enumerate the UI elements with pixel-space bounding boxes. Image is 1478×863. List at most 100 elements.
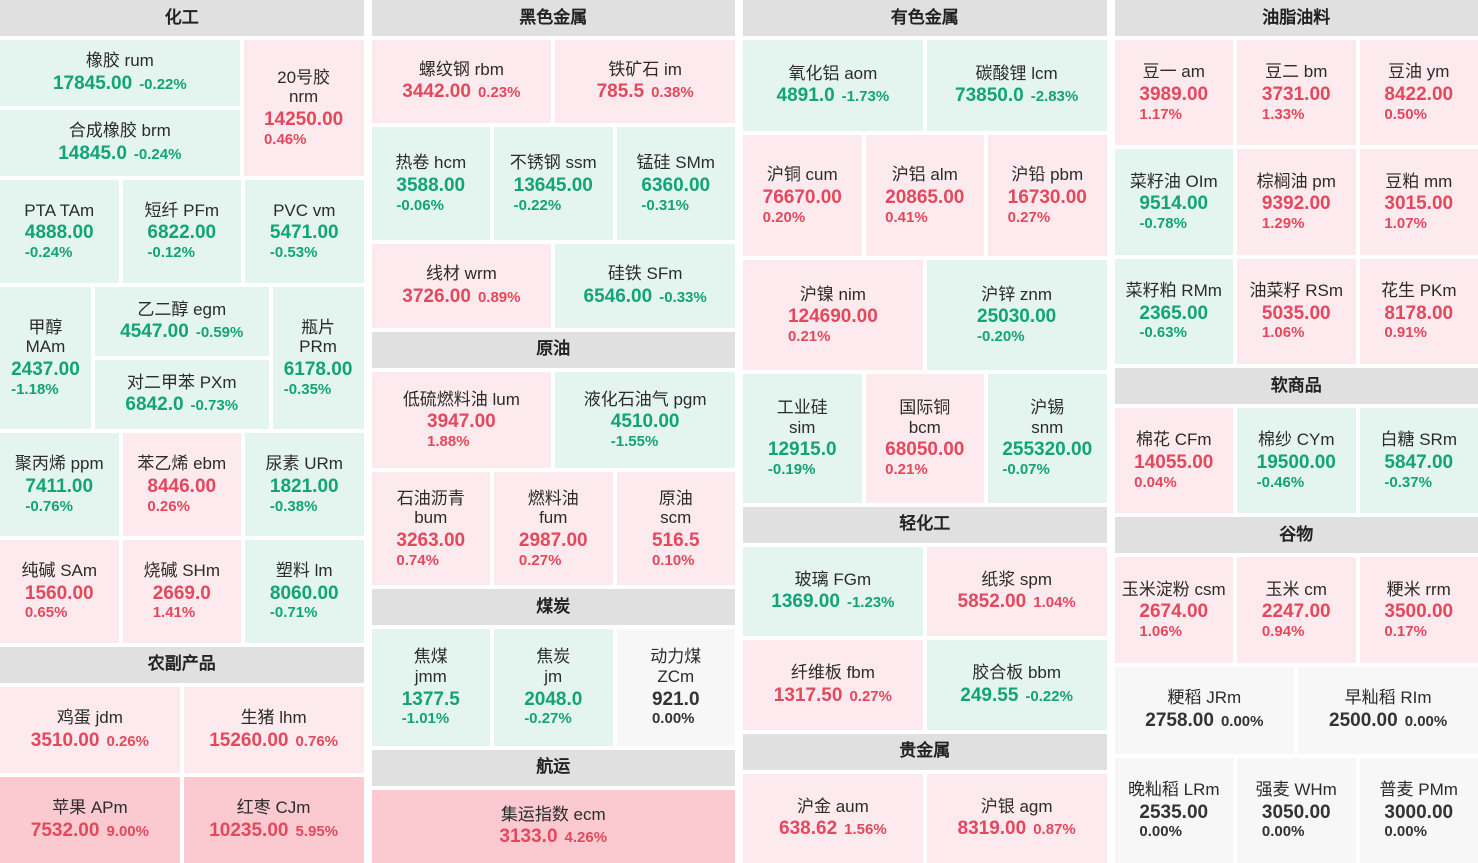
commodity-price: 19500.00 <box>1256 451 1336 473</box>
commodity-tile[interactable]: 豆粕 mm 3015.00 1.07% <box>1359 149 1478 255</box>
commodity-tile[interactable]: 石油沥青 bum 3263.00 0.74% <box>371 472 490 586</box>
commodity-price: 2669.0 <box>152 582 211 604</box>
commodity-tile[interactable]: 沪铝 alm 20865.00 0.41% <box>865 134 984 257</box>
commodity-tile[interactable]: 乙二醇 egm 4547.00 -0.59% <box>94 286 269 356</box>
commodity-change-pct: -0.07% <box>1002 461 1050 479</box>
commodity-tile[interactable]: 苹果 APm 7532.00 9.00% <box>0 776 180 863</box>
commodity-tile[interactable]: 原油 scm 516.5 0.10% <box>616 472 735 586</box>
commodity-tile[interactable]: 普麦 PMm 3000.00 0.00% <box>1359 757 1478 863</box>
commodity-tile[interactable]: 玉米 cm 2247.00 0.94% <box>1237 557 1356 663</box>
section-header: 油脂油料 <box>1114 0 1478 36</box>
commodity-values: 4547.00 -0.59% <box>120 321 243 343</box>
commodity-tile[interactable]: 沪铜 cum 76670.00 0.20% <box>743 134 862 257</box>
commodity-tile[interactable]: 强麦 WHm 3050.00 0.00% <box>1237 757 1356 863</box>
commodity-tile[interactable]: 低硫燃料油 lum 3947.00 1.88% <box>371 371 552 469</box>
commodity-tile[interactable]: 氧化铝 aom 4891.0 -1.73% <box>743 40 923 131</box>
commodity-name: 晚籼稻 LRm <box>1127 780 1220 800</box>
commodity-price: 8319.00 <box>957 818 1027 840</box>
commodity-tile[interactable]: 烧碱 SHm 2669.0 1.41% <box>122 539 241 643</box>
commodity-change-pct: -0.31% <box>641 196 689 214</box>
commodity-tile[interactable]: 短纤 PFm 6822.00 -0.12% <box>122 179 241 283</box>
commodity-tile[interactable]: 螺纹钢 rbm 3442.00 0.23% <box>371 40 552 124</box>
commodity-tile[interactable]: 焦煤 jmm 1377.5 -1.01% <box>371 629 490 746</box>
commodity-tile[interactable]: 集运指数 ecm 3133.0 4.26% <box>371 789 735 863</box>
commodity-tile[interactable]: 铁矿石 im 785.5 0.38% <box>555 40 735 124</box>
commodity-price: 7532.00 <box>30 819 100 841</box>
commodity-tile[interactable]: 焦炭 jm 2048.0 -0.27% <box>494 629 613 746</box>
commodity-tile[interactable]: 沪铅 pbm 16730.00 0.27% <box>988 134 1107 257</box>
commodity-tile[interactable]: 20号胶 nrm 14250.00 0.46% <box>243 40 364 176</box>
commodity-tile[interactable]: 不锈钢 ssm 13645.00 -0.22% <box>494 127 613 241</box>
commodity-price: 5852.00 <box>957 591 1027 613</box>
commodity-change-pct: 0.27% <box>518 551 562 569</box>
commodity-values: 73850.0 -2.83% <box>955 85 1078 107</box>
commodity-tile[interactable]: 热卷 hcm 3588.00 -0.06% <box>371 127 490 241</box>
commodity-name: 棕榈油 pm <box>1256 171 1336 191</box>
commodity-name: 短纤 PFm <box>144 200 220 220</box>
commodity-tile[interactable]: 聚丙烯 ppm 7411.00 -0.76% <box>0 433 119 536</box>
commodity-tile[interactable]: 沪锌 znm 25030.00 -0.20% <box>926 260 1107 370</box>
commodity-tile[interactable]: 豆二 bm 3731.00 1.33% <box>1237 40 1356 146</box>
commodity-tile[interactable]: 纤维板 fbm 1317.50 0.27% <box>743 640 923 730</box>
commodity-tile[interactable]: 红枣 CJm 10235.00 5.95% <box>183 776 364 863</box>
commodity-tile[interactable]: 豆油 ym 8422.00 0.50% <box>1359 40 1478 146</box>
commodity-tile[interactable]: 沪银 agm 8319.00 0.87% <box>926 773 1107 863</box>
commodity-change-pct: 1.06% <box>1139 622 1182 640</box>
commodity-tile[interactable]: 国际铜 bcm 68050.00 0.21% <box>865 374 984 503</box>
commodity-tile[interactable]: 沪金 aum 638.62 1.56% <box>743 773 923 863</box>
commodity-tile[interactable]: 棉纱 CYm 19500.00 -0.46% <box>1237 407 1356 514</box>
commodity-tile[interactable]: 沪锡 snm 255320.00 -0.07% <box>988 374 1107 503</box>
tile-row: 氧化铝 aom 4891.0 -1.73% 碳酸锂 lcm 73850.0 -2.83% <box>743 40 1107 131</box>
commodity-tile[interactable]: 鸡蛋 jdm 3510.00 0.26% <box>0 686 180 773</box>
commodity-tile[interactable]: 纸浆 spm 5852.00 1.04% <box>926 546 1107 637</box>
commodity-tile[interactable]: PVC vm 5471.00 -0.53% <box>245 179 364 283</box>
commodity-tile[interactable]: 沪镍 nim 124690.00 0.21% <box>743 260 923 370</box>
commodity-price: 2247.00 <box>1261 601 1331 623</box>
commodity-tile[interactable]: 锰硅 SMm 6360.00 -0.31% <box>616 127 735 241</box>
commodity-values: 3000.00 0.00% <box>1384 802 1453 841</box>
commodity-tile[interactable]: 对二甲苯 PXm 6842.0 -0.73% <box>94 359 269 430</box>
commodity-tile[interactable]: 玻璃 FGm 1369.00 -1.23% <box>743 546 923 637</box>
commodity-tile[interactable]: 动力煤 ZCm 921.0 0.00% <box>616 629 735 746</box>
commodity-tile[interactable]: 硅铁 SFm 6546.00 -0.33% <box>555 244 735 328</box>
commodity-tile[interactable]: 甲醇 MAm 2437.00 -1.18% <box>0 286 91 430</box>
commodity-tile[interactable]: 纯碱 SAm 1560.00 0.65% <box>0 539 119 643</box>
commodity-tile[interactable]: 液化石油气 pgm 4510.00 -1.55% <box>555 371 735 469</box>
commodity-tile[interactable]: 粳米 rrm 3500.00 0.17% <box>1359 557 1478 663</box>
commodity-name: 塑料 lm <box>275 560 333 580</box>
commodity-tile[interactable]: 花生 PKm 8178.00 0.91% <box>1359 258 1478 364</box>
commodity-tile[interactable]: PTA TAm 4888.00 -0.24% <box>0 179 119 283</box>
commodity-tile[interactable]: 苯乙烯 ebm 8446.00 0.26% <box>122 433 241 536</box>
commodity-tile[interactable]: 塑料 lm 8060.00 -0.71% <box>245 539 364 643</box>
section-header: 农副产品 <box>0 646 364 683</box>
commodity-tile[interactable]: 合成橡胶 brm 14845.0 -0.24% <box>0 109 240 176</box>
commodity-tile[interactable]: 工业硅 sim 12915.0 -0.19% <box>743 374 862 503</box>
commodity-tile[interactable]: 胶合板 bbm 249.55 -0.22% <box>926 640 1107 730</box>
commodity-tile[interactable]: 豆一 am 3989.00 1.17% <box>1114 40 1233 146</box>
commodity-tile[interactable]: 油菜籽 RSm 5035.00 1.06% <box>1237 258 1356 364</box>
heatmap-column: 油脂油料豆一 am 3989.00 1.17% 豆二 bm 3731.00 1.33% 豆油… <box>1114 0 1478 863</box>
commodity-name: 氧化铝 aom <box>788 63 878 83</box>
commodity-tile[interactable]: 棕榈油 pm 9392.00 1.29% <box>1237 149 1356 255</box>
commodity-tile[interactable]: 橡胶 rum 17845.00 -0.22% <box>0 40 240 106</box>
commodity-tile[interactable]: 菜籽油 OIm 9514.00 -0.78% <box>1114 149 1233 255</box>
commodity-tile[interactable]: 白糖 SRm 5847.00 -0.37% <box>1359 407 1478 514</box>
commodity-tile[interactable]: 生猪 lhm 15260.00 0.76% <box>183 686 364 773</box>
commodity-change-pct: 1.33% <box>1261 105 1305 123</box>
commodity-tile[interactable]: 早籼稻 RIm 2500.00 0.00% <box>1298 666 1478 754</box>
commodity-tile[interactable]: 菜籽粕 RMm 2365.00 -0.63% <box>1114 258 1233 364</box>
commodity-tile[interactable]: 瓶片 PRm 6178.00 -0.35% <box>272 286 364 430</box>
commodity-tile[interactable]: 尿素 URm 1821.00 -0.38% <box>245 433 364 536</box>
commodity-tile[interactable]: 燃料油 fum 2987.00 0.27% <box>494 472 613 586</box>
commodity-values: 1821.00 -0.38% <box>270 476 339 515</box>
commodity-values: 10235.00 5.95% <box>209 820 338 842</box>
commodity-tile[interactable]: 粳稻 JRm 2758.00 0.00% <box>1114 666 1295 754</box>
commodity-change-pct: -1.23% <box>846 594 895 612</box>
commodity-tile[interactable]: 碳酸锂 lcm 73850.0 -2.83% <box>926 40 1107 131</box>
commodity-tile[interactable]: 玉米淀粉 csm 2674.00 1.06% <box>1114 557 1233 663</box>
commodity-tile[interactable]: 棉花 CFm 14055.00 0.04% <box>1114 407 1233 514</box>
commodity-tile[interactable]: 晚籼稻 LRm 2535.00 0.00% <box>1114 757 1233 863</box>
commodity-values: 2987.00 0.27% <box>519 530 588 569</box>
commodity-values: 8060.00 -0.71% <box>270 583 339 622</box>
commodity-tile[interactable]: 线材 wrm 3726.00 0.89% <box>371 244 552 328</box>
